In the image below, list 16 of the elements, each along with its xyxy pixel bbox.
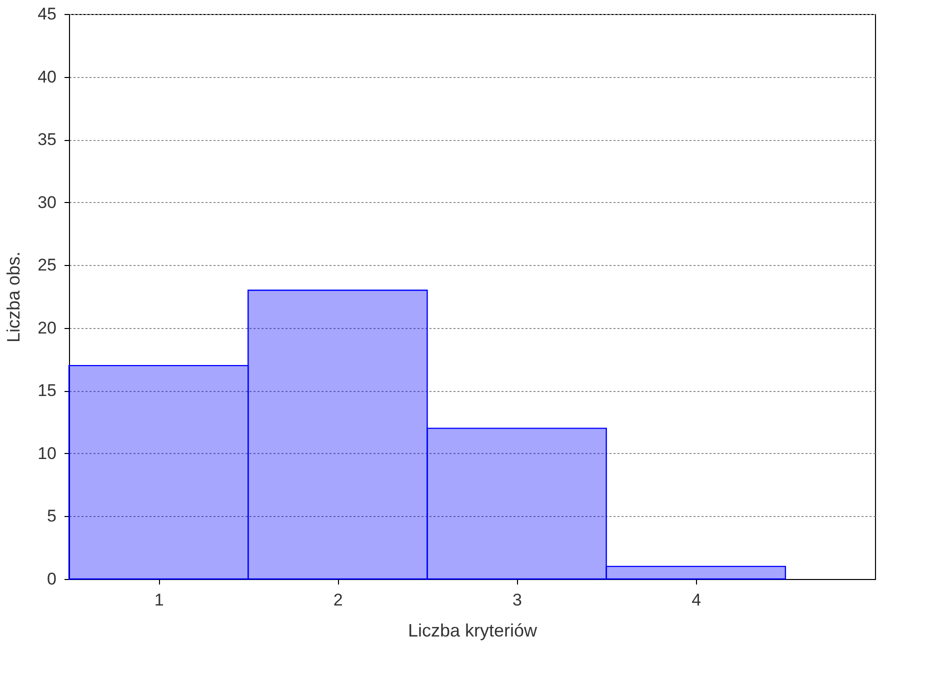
y-tick-label: 5 [47,506,56,526]
y-tick-label: 10 [38,444,56,463]
x-tick-label: 2 [333,590,343,610]
y-tick-label: 45 [38,4,56,24]
y-tick-label: 25 [38,256,56,275]
x-axis-title: Liczba kryteriów [408,620,538,640]
x-tick-label: 4 [692,590,702,610]
y-tick-label: 30 [38,192,56,212]
y-tick-label: 40 [38,67,56,86]
x-tick-label: 3 [512,590,522,610]
y-tick-label: 15 [38,381,56,400]
y-tick-label: 0 [47,570,56,588]
y-tick-label: 20 [38,318,56,338]
y-tick-label: 35 [38,130,56,150]
x-tick-label: 1 [154,590,164,610]
y-axis-title: Liczba obs. [4,251,24,343]
